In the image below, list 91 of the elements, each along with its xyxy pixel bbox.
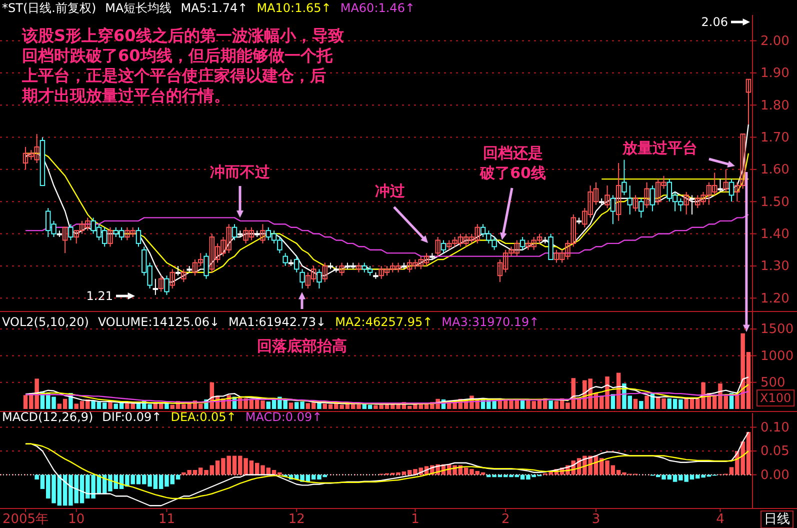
- candlestick: [435, 236, 440, 257]
- x-tick-label: 3: [592, 512, 600, 527]
- line-series: [24, 443, 750, 500]
- candlestick: [260, 224, 266, 244]
- candlestick: [723, 168, 728, 192]
- text: MA5:1.74↑: [180, 1, 248, 15]
- y-tick-label: 0.05: [760, 444, 790, 460]
- candlestick: [322, 262, 328, 283]
- candlestick: [316, 268, 322, 289]
- candlestick: [136, 226, 142, 248]
- candlestick: [746, 78, 752, 125]
- annotation: 1.21: [86, 289, 113, 303]
- y-tick-label: 2.00: [760, 34, 790, 49]
- annotation: 冲而不过: [210, 163, 271, 181]
- text: DEA:0.05↑: [170, 410, 236, 424]
- y-tick-label: 1.60: [760, 162, 790, 178]
- y-tick-label: 1.50: [760, 194, 790, 210]
- candlestick: [164, 275, 170, 296]
- text: MA10:1.65↑: [256, 1, 332, 15]
- x-tick-label: 10: [68, 512, 85, 527]
- bar: [639, 401, 644, 409]
- candlestick: [62, 226, 68, 254]
- bar: [633, 398, 638, 409]
- candlestick: [356, 262, 362, 273]
- chart-title: VOL2(5,10,20): [2, 315, 89, 329]
- candlestick: [728, 178, 734, 202]
- candlestick: [520, 236, 526, 250]
- text: MA60:1.46↑: [340, 1, 416, 15]
- bar: [644, 396, 649, 409]
- y-tick-label: 1.40: [760, 226, 790, 242]
- candlestick: [175, 265, 181, 276]
- chart-title: MACD(12,26,9): [2, 410, 94, 424]
- text: MA3:31970.19↑: [442, 315, 540, 329]
- candlestick: [158, 275, 164, 292]
- candlestick: [632, 194, 638, 212]
- annotation: 回档还是破了60线: [479, 144, 546, 182]
- bar: [548, 400, 553, 409]
- annotation: 2.06: [701, 15, 728, 29]
- bar: [108, 402, 112, 409]
- y-tick-label: 500: [760, 376, 786, 391]
- candlestick: [68, 224, 74, 241]
- y-tick-label: 1000: [760, 348, 794, 364]
- candlestick: [204, 252, 209, 280]
- annotation: MACD:0.09↑: [245, 410, 322, 424]
- candlestick: [689, 194, 695, 215]
- x-tick-label: 2005年: [2, 512, 49, 527]
- annotation: 冲过: [375, 182, 406, 200]
- annotation: 放量过平台: [622, 139, 698, 157]
- y-tick-label: 1.90: [760, 66, 790, 82]
- text: MA2:46257.95↑: [335, 315, 433, 329]
- candlestick: [170, 268, 175, 289]
- text: X100: [760, 391, 792, 405]
- candlestick: [718, 178, 723, 192]
- text: DIF:0.09↑: [102, 410, 162, 424]
- candlestick: [152, 278, 158, 296]
- y-tick-label: 0.00: [760, 468, 790, 483]
- x-tick-label: 4: [716, 512, 724, 527]
- candlestick: [300, 268, 305, 289]
- bar: [520, 400, 525, 409]
- text: 日线: [764, 512, 790, 527]
- y-tick-label: 1.30: [760, 259, 790, 274]
- candlestick: [644, 182, 650, 209]
- y-tick-label: 1.70: [760, 130, 790, 146]
- chart-subtitle: MA短长均线: [105, 1, 172, 15]
- candlestick: [650, 185, 656, 212]
- candlestick: [616, 162, 622, 222]
- y-tick-label: 1500: [760, 322, 794, 338]
- bar: [288, 402, 294, 409]
- candlestick: [339, 262, 344, 276]
- y-tick-label: 1.80: [760, 98, 790, 114]
- annotation: VOLUME:14125.06↓: [98, 315, 220, 329]
- y-tick-label: 1.20: [760, 291, 790, 306]
- candlestick: [627, 185, 632, 215]
- candlestick: [108, 226, 113, 248]
- candlestick: [638, 198, 644, 218]
- candlestick: [181, 268, 186, 283]
- x-tick-label: 11: [158, 512, 176, 527]
- x-tick-label: 12: [288, 512, 305, 527]
- annotation: 该股S形上穿60线之后的第一波涨幅小，导致回档时跌破了60均线，但后期能够做一个托上平台，正是这个平台使庄家得以建仓，后期才出现放量过平台的行情。: [21, 26, 344, 105]
- candlestick: [440, 240, 446, 254]
- candlestick: [622, 159, 627, 196]
- text: MA1:61942.73↓: [228, 315, 326, 329]
- candlestick: [604, 185, 610, 209]
- candlestick: [684, 191, 689, 215]
- y-tick-label: 0.10: [760, 420, 790, 436]
- annotation: 回落底部抬高: [257, 337, 347, 355]
- line-series: [24, 390, 750, 404]
- chart-title: *ST(日线.前复权): [2, 1, 96, 15]
- x-tick-label: 2: [501, 512, 510, 527]
- candlestick: [610, 194, 616, 225]
- x-tick-label: 1: [411, 512, 420, 527]
